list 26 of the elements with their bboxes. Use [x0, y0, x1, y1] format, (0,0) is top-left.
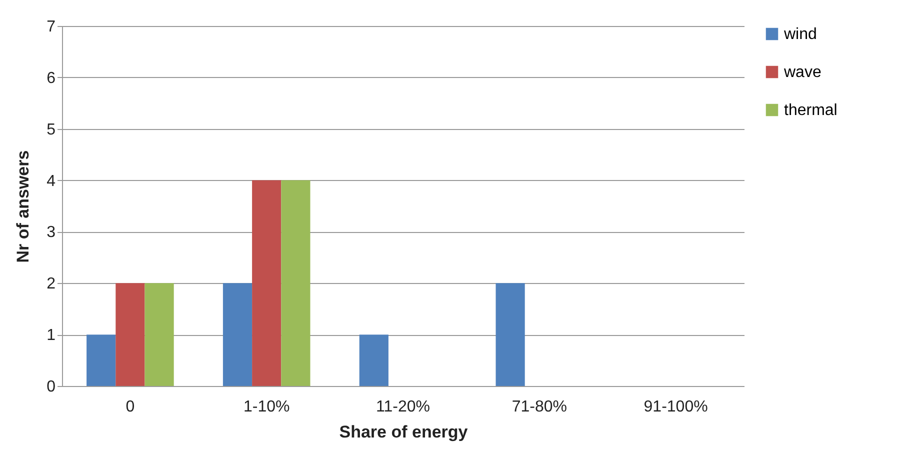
bar	[281, 180, 310, 386]
bar	[222, 283, 252, 386]
y-tick-label: 2	[46, 276, 56, 293]
y-tick-label: 0	[46, 378, 56, 396]
y-tick-label: 3	[46, 224, 56, 242]
legend-label: thermal	[784, 102, 838, 119]
x-tick-label: 91-100%	[644, 398, 708, 416]
bar	[496, 283, 525, 386]
x-tick-label: 0	[126, 398, 135, 416]
x-axis-title: Share of energy	[339, 422, 468, 442]
bar	[116, 283, 145, 386]
y-tick-label: 7	[46, 18, 56, 36]
y-tick-label: 6	[46, 70, 56, 87]
bar	[359, 334, 388, 386]
x-tick-label: 71-80%	[512, 398, 567, 416]
x-tick-label: 11-20%	[376, 398, 430, 416]
y-tick-label: 4	[46, 172, 56, 190]
bar	[144, 283, 174, 386]
legend-label: wind	[783, 26, 817, 43]
y-tick-label: 1	[46, 327, 56, 344]
legend-label: wave	[783, 64, 822, 81]
bar	[86, 334, 116, 386]
x-tick-label: 1-10%	[243, 398, 290, 416]
y-axis-title: Nr of answers	[14, 150, 33, 263]
bar	[252, 180, 282, 386]
y-tick-label: 5	[46, 121, 56, 138]
